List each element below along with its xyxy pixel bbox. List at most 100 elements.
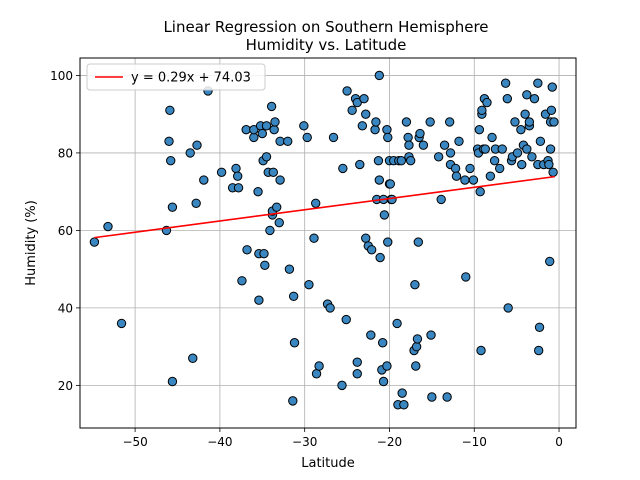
scatter-point	[299, 121, 309, 131]
scatter-point	[352, 357, 362, 367]
scatter-point	[311, 369, 322, 379]
y-tick-label: 20	[58, 379, 73, 393]
scatter-point	[164, 136, 174, 147]
x-tick-label: −20	[377, 435, 402, 449]
scatter-point	[387, 194, 397, 205]
x-tick-label: −30	[292, 435, 317, 449]
scatter-point	[512, 148, 523, 158]
scatter-point	[167, 202, 178, 212]
scatter-point	[325, 303, 335, 313]
scatter-point	[444, 117, 455, 127]
scatter-point	[427, 392, 437, 402]
x-tick-label: −50	[122, 435, 147, 449]
scatter-point	[468, 175, 479, 185]
scatter-point	[544, 159, 554, 170]
scatter-point	[257, 128, 267, 139]
scatter-point	[529, 93, 540, 104]
scatter-point	[451, 171, 462, 181]
scatter-point	[283, 136, 293, 147]
scatter-point	[304, 279, 314, 290]
scatter-point	[337, 380, 347, 391]
scatter-point	[527, 152, 537, 162]
legend-label: y = 0.29x + 74.03	[131, 71, 251, 86]
scatter-point	[359, 93, 369, 104]
scatter-point	[185, 148, 195, 158]
scatter-point	[361, 109, 371, 119]
scatter-point	[494, 163, 505, 174]
scatter-point	[314, 361, 324, 371]
scatter-point	[516, 124, 526, 135]
scatter-point	[266, 101, 277, 112]
scatter-point	[474, 124, 485, 135]
scatter-point	[489, 155, 500, 166]
scatter-point	[520, 109, 530, 119]
scatter-point	[378, 376, 389, 387]
scatter-point	[549, 117, 559, 127]
scatter-point	[355, 159, 365, 170]
scatter-point	[270, 117, 280, 127]
y-axis-label: Humidity (%)	[24, 200, 39, 286]
scatter-point	[366, 245, 377, 255]
scatter-point	[288, 396, 298, 406]
scatter-point	[379, 210, 390, 220]
scatter-point	[545, 256, 555, 267]
data-points	[89, 70, 559, 410]
scatter-point	[166, 155, 176, 166]
scatter-point	[328, 132, 339, 143]
scatter-point	[233, 183, 244, 193]
scatter-point	[412, 334, 423, 344]
scatter-point	[188, 353, 198, 363]
scatter-point	[311, 198, 321, 208]
scatter-point	[199, 175, 209, 185]
scatter-point	[361, 233, 371, 243]
legend: y = 0.29x + 74.03	[86, 63, 266, 91]
scatter-point	[547, 82, 557, 92]
scatter-point	[385, 179, 396, 189]
scatter-point	[302, 132, 312, 143]
y-tick-label: 60	[58, 224, 73, 238]
scatter-point	[288, 291, 299, 301]
scatter-point	[425, 117, 435, 127]
scatter-point	[411, 341, 422, 352]
x-tick-label: −10	[462, 435, 487, 449]
scatter-point	[274, 217, 284, 228]
scatter-point	[502, 93, 513, 104]
scatter-point	[375, 252, 385, 263]
scatter-point	[548, 167, 558, 177]
scatter-point	[249, 132, 259, 143]
scatter-point	[522, 144, 532, 154]
scatter-point	[415, 128, 425, 139]
scatter-point	[524, 117, 535, 127]
scatter-point	[374, 175, 384, 185]
scatter-point	[275, 175, 285, 185]
scatter-point	[237, 276, 247, 286]
scatter-point	[533, 345, 544, 356]
scatter-point	[410, 279, 420, 290]
scatter-point	[533, 78, 543, 88]
scatter-point	[116, 318, 127, 329]
scatter-point	[482, 97, 492, 108]
scatter-point	[477, 105, 487, 116]
axis-ticks: −50 −40 −30 −20 −10 0 20 40 60 80 100	[50, 69, 563, 449]
grid-lines	[80, 58, 576, 428]
scatter-point	[454, 136, 464, 147]
x-tick-label: 0	[555, 435, 563, 449]
scatter-point	[191, 198, 201, 208]
regression-line	[94, 175, 555, 239]
scatter-point	[383, 237, 393, 247]
y-tick-label: 80	[58, 146, 73, 160]
scatter-point	[374, 70, 384, 81]
regression-line-group	[94, 175, 555, 239]
scatter-point	[403, 132, 413, 143]
scatter-point	[439, 140, 450, 150]
scatter-point	[450, 163, 461, 174]
scatter-point	[487, 132, 497, 143]
scatter-point	[418, 140, 429, 150]
scatter-point	[253, 186, 263, 197]
scatter-point	[347, 105, 357, 116]
chart-title-line1: Linear Regression on Southern Hemisphere	[163, 18, 488, 36]
scatter-point	[341, 314, 351, 325]
scatter-point	[377, 338, 388, 348]
scatter-point	[265, 225, 275, 236]
